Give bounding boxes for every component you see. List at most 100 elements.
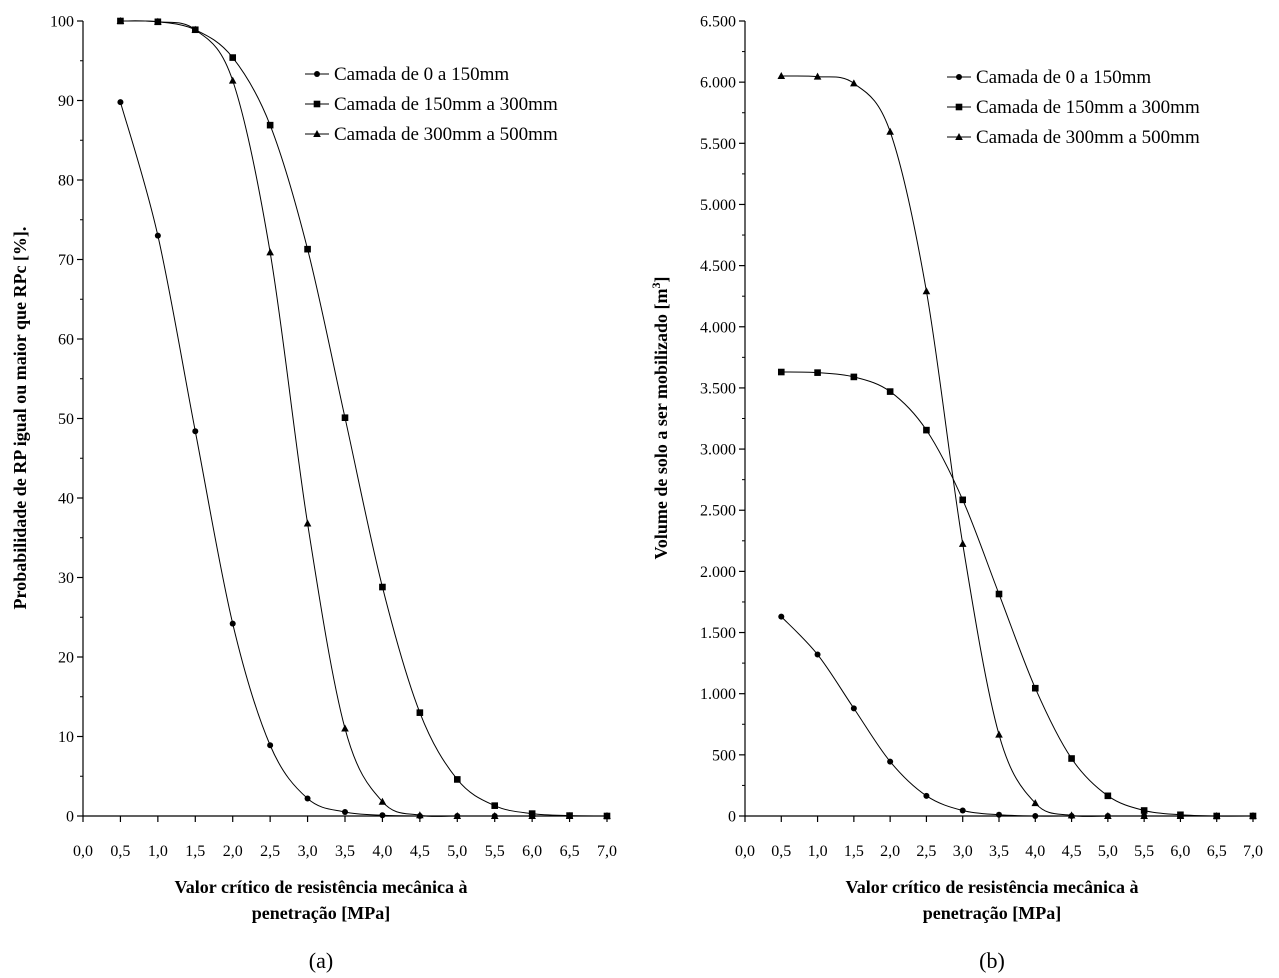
data-point: [1140, 807, 1148, 814]
x-tick-label: 2,0: [880, 843, 900, 860]
legend-label: Camada de 300mm a 500mm: [334, 124, 558, 145]
y-tick-label: 5.500: [700, 136, 736, 153]
data-point: [778, 613, 785, 620]
series-square: [777, 368, 1257, 820]
data-point: [1104, 792, 1112, 800]
data-point: [229, 620, 236, 627]
panel-caption: (a): [309, 948, 333, 973]
data-point: [1176, 812, 1185, 819]
y-tick-label: 500: [712, 747, 736, 764]
data-point: [1032, 813, 1039, 819]
data-point: [416, 811, 424, 819]
x-tick-label: 5,0: [1098, 843, 1118, 860]
data-point: [1031, 799, 1040, 807]
data-point: [886, 388, 894, 395]
x-tick-label: 2,5: [916, 843, 936, 860]
data-point: [814, 369, 821, 376]
data-point: [813, 72, 822, 80]
x-axis-title: Valor crítico de resistência mecânica à: [174, 877, 467, 897]
x-tick-label: 4,0: [372, 843, 392, 860]
data-point: [850, 373, 858, 381]
y-tick-label: 3.000: [700, 442, 736, 459]
data-point: [116, 17, 125, 24]
data-point: [1140, 812, 1148, 819]
data-point: [303, 519, 312, 527]
x-tick-label: 6,5: [560, 843, 580, 860]
y-axis-title-text: Probabilidade de RP igual ou maior que R…: [10, 227, 30, 610]
data-point: [416, 709, 424, 716]
series-line: [781, 371, 1254, 817]
data-point: [228, 76, 237, 84]
panel-b: 0 500 1.000 1.500 2.000 2.500 3.000 3.500 4.000 4…: [649, 14, 1263, 974]
data-point: [777, 72, 786, 80]
data-point: [565, 812, 574, 819]
y-tick-label: 4.000: [700, 319, 736, 336]
panel-a: 0 10 20 30 40 50 60 70 80 90 100 0,0 0,5 1,0 1,5 2,0 2,5…: [10, 14, 617, 974]
data-point: [191, 25, 200, 33]
y-tick-label: 5.000: [700, 197, 736, 214]
legend-marker: [314, 71, 320, 77]
series-triangle: [777, 72, 1257, 819]
y-tick-label: 30: [58, 570, 74, 587]
data-point: [995, 590, 1003, 598]
series-line: [780, 616, 1253, 817]
x-tick-label: 1,0: [808, 843, 828, 860]
y-tick-label: 80: [58, 173, 74, 190]
panel-caption: (b): [979, 948, 1005, 973]
data-point: [958, 539, 967, 547]
x-axis-title: penetração [MPa]: [923, 903, 1061, 923]
legend-marker: [955, 103, 963, 111]
x-tick-label: 6,5: [1207, 843, 1227, 860]
legend-label: Camada de 0 a 150mm: [976, 67, 1151, 88]
y-tick-label: 0: [66, 809, 74, 826]
series-triangle: [116, 17, 611, 819]
data-point: [1249, 812, 1257, 819]
y-tick-label: 1.000: [700, 686, 736, 703]
x-tick-label: 1,5: [844, 843, 864, 860]
x-tick-label: 4,5: [1062, 843, 1082, 860]
data-point: [1212, 812, 1221, 819]
legend-label: Camada de 300mm a 500mm: [976, 127, 1200, 148]
series-circle: [117, 99, 610, 819]
data-point: [491, 802, 499, 809]
x-tick-label: 3,5: [989, 843, 1009, 860]
y-tick-label: 1.500: [700, 625, 736, 642]
x-tick-label: 4,0: [1025, 843, 1045, 860]
data-point: [528, 812, 536, 819]
data-point: [453, 776, 461, 783]
y-tick-label: 6.500: [700, 14, 736, 31]
y-axis-title-text: Volume de solo a ser mobilizado [m: [651, 288, 671, 559]
data-point: [996, 811, 1002, 818]
legend-marker: [955, 133, 963, 140]
data-point: [266, 248, 274, 256]
data-point: [379, 812, 386, 819]
data-point: [923, 792, 930, 799]
data-point: [850, 705, 857, 712]
data-point: [341, 724, 349, 732]
x-tick-label: 0,0: [73, 843, 93, 860]
data-point: [267, 742, 274, 749]
y-tick-label: 10: [58, 729, 74, 746]
data-point: [995, 730, 1003, 738]
x-tick-label: 0,5: [771, 843, 791, 860]
y-axis-title: Volume de solo a ser mobilizado [m3]: [649, 276, 671, 559]
x-tick-label: 3,5: [335, 843, 355, 860]
data-point: [192, 428, 199, 435]
y-tick-label: 40: [58, 491, 74, 508]
x-tick-label: 2,0: [223, 843, 243, 860]
x-tick-label: 7,0: [1243, 843, 1263, 860]
x-tick-label: 6,0: [522, 843, 542, 860]
data-point: [850, 79, 858, 87]
x-tick-label: 0,0: [735, 843, 755, 860]
y-axis-title-superscript: 3: [649, 282, 663, 288]
data-point: [1067, 811, 1076, 819]
y-axis-title: Probabilidade de RP igual ou maior que R…: [10, 227, 30, 610]
data-point: [304, 245, 311, 253]
y-tick-label: 4.500: [700, 258, 736, 275]
y-tick-label: 0: [728, 809, 736, 826]
data-point: [117, 99, 124, 106]
x-tick-label: 6,0: [1170, 843, 1190, 860]
data-point: [1104, 812, 1112, 819]
series-circle: [778, 613, 1256, 819]
